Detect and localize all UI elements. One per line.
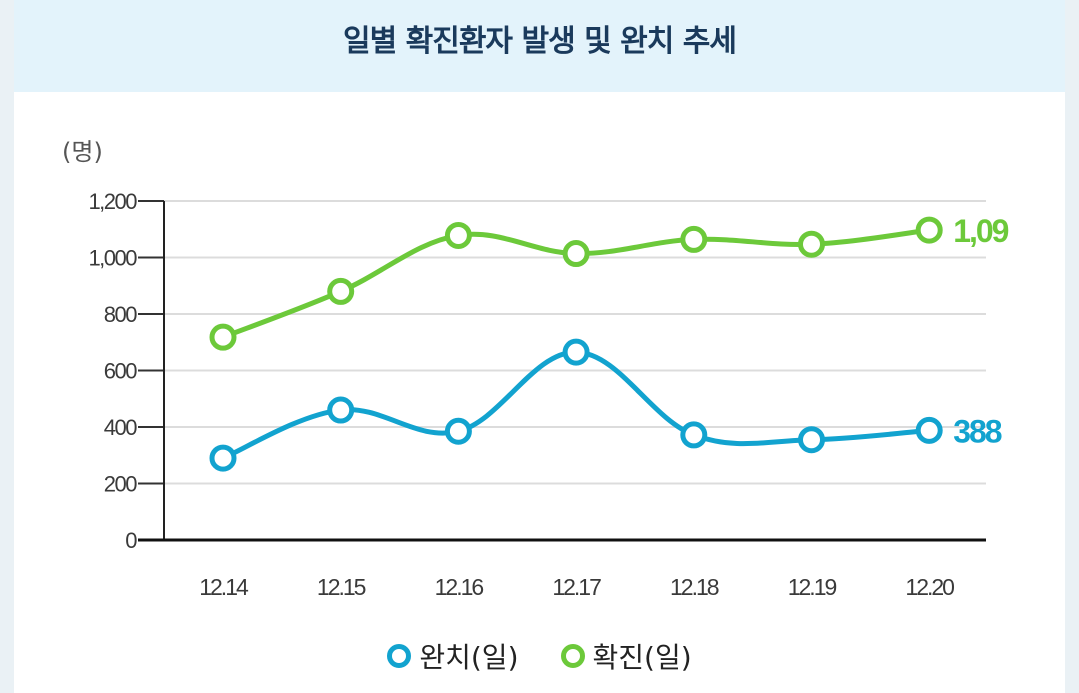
chart-card: 일별 확진환자 발생 및 완치 추세 bbox=[14, 0, 1065, 693]
title-bar: 일별 확진환자 발생 및 완치 추세 bbox=[14, 0, 1065, 92]
x-tick-label: 12.18 bbox=[670, 574, 719, 600]
legend-marker-recovered bbox=[387, 644, 412, 668]
y-tick-label: 600 bbox=[104, 359, 137, 384]
data-point bbox=[327, 277, 355, 305]
data-point bbox=[680, 421, 708, 449]
end-value-label: 1,09 bbox=[953, 213, 1008, 249]
legend: 완치(일) 확진(일) bbox=[0, 636, 1079, 676]
y-tick-label: 200 bbox=[104, 472, 137, 497]
y-tick-label: 800 bbox=[104, 302, 137, 327]
data-point bbox=[562, 240, 590, 268]
x-tick-label: 12.15 bbox=[317, 574, 366, 600]
data-point bbox=[798, 426, 825, 454]
x-tick-label: 12.20 bbox=[905, 574, 954, 600]
data-point bbox=[327, 396, 355, 424]
legend-item-recovered: 완치(일) bbox=[387, 636, 519, 676]
x-tick-label: 12.16 bbox=[435, 574, 484, 600]
x-tick-label: 12.17 bbox=[552, 574, 601, 600]
data-point bbox=[444, 417, 472, 445]
series-points bbox=[209, 216, 943, 472]
y-tick-label: 0 bbox=[125, 528, 137, 553]
legend-item-confirmed: 확진(일) bbox=[560, 636, 692, 676]
end-value-label: 388 bbox=[953, 413, 1002, 449]
data-point bbox=[680, 225, 708, 253]
data-point bbox=[444, 221, 472, 249]
x-tick-label: 12.19 bbox=[788, 574, 837, 600]
data-point bbox=[209, 323, 237, 351]
x-tick-label: 12.14 bbox=[199, 574, 249, 600]
y-tick-label: 1,000 bbox=[88, 246, 137, 271]
data-point bbox=[209, 444, 237, 472]
gridlines bbox=[138, 200, 986, 542]
y-unit-label: (명) bbox=[62, 138, 103, 166]
data-point bbox=[915, 416, 943, 444]
x-axis-ticks: 12.14 12.15 12.16 12.17 12.18 12.19 12.20 bbox=[199, 574, 956, 600]
chart-title: 일별 확진환자 발생 및 완치 추세 bbox=[342, 24, 737, 59]
legend-label-recovered: 완치(일) bbox=[419, 641, 519, 674]
legend-marker-confirmed bbox=[560, 644, 585, 668]
data-point bbox=[562, 338, 590, 366]
y-tick-label: 1,200 bbox=[88, 189, 137, 214]
end-labels: 388 1,09 bbox=[953, 213, 1010, 449]
y-tick-label: 400 bbox=[104, 415, 137, 440]
data-point bbox=[798, 230, 825, 258]
y-axis-ticks: 1,200 1,000 800 600 400 200 0 bbox=[88, 189, 138, 553]
data-point bbox=[915, 216, 943, 244]
legend-label-confirmed: 확진(일) bbox=[592, 641, 692, 674]
